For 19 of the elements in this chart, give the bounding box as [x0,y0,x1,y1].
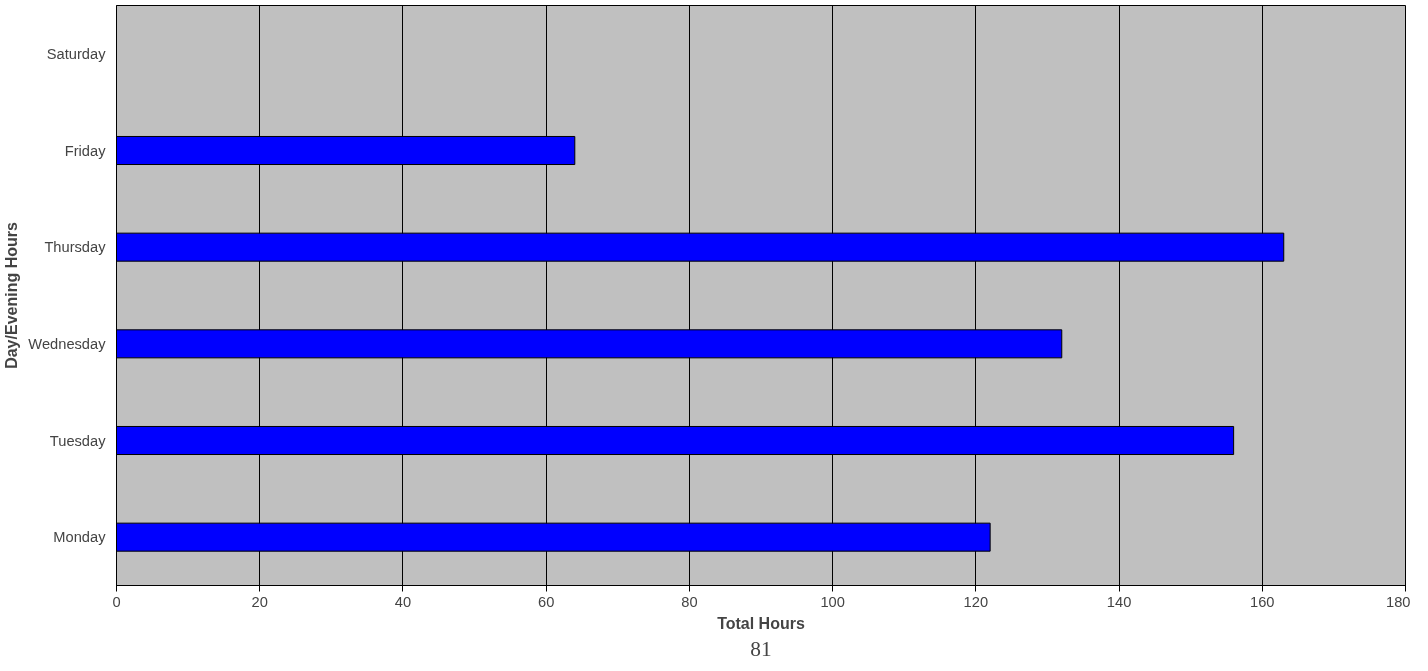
text: 81 [750,636,772,661]
y-tick-label: Thursday [44,239,107,256]
x-tick-label: 120 [963,593,989,610]
y-tick-label: Saturday [46,45,107,62]
x-tick-label: 40 [394,593,412,610]
x-axis-title: Total Hours [717,614,805,632]
y-tick-label: Monday [53,529,107,546]
y-axis-title: Day/Evening Hours [3,222,21,369]
y-tick-label: Friday [64,142,107,159]
x-tick-label: 100 [820,593,845,610]
x-tick-label: 60 [538,593,555,610]
x-tick-label: 80 [681,593,698,610]
x-tick-label: 180 [1386,593,1411,610]
x-tick-label: 140 [1106,593,1132,610]
x-tick-label: 160 [1250,593,1275,610]
x-tick-label: 20 [251,593,268,610]
y-tick-label: Wednesday [28,335,107,352]
x-tick-label: 0 [112,593,121,610]
y-tick-label: Tuesday [49,432,107,449]
